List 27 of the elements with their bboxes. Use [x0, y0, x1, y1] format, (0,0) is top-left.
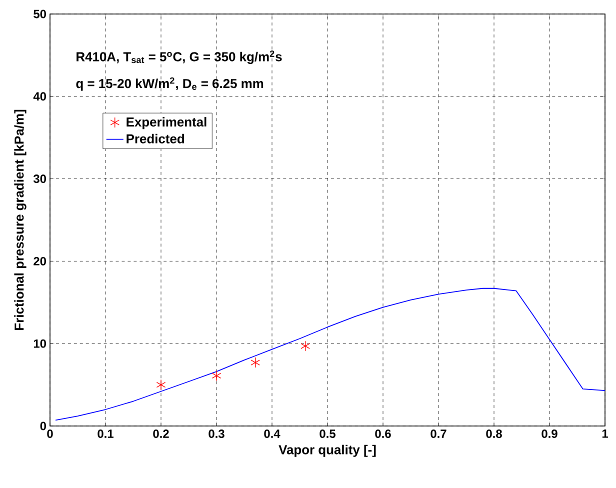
point [156, 379, 166, 390]
annotation: q = 15-20 kW/m$^{2}$, D$_{e}$ = 6.25 mm [76, 77, 264, 91]
x-tick-label: 0.7 [430, 430, 446, 438]
x-tick-label: 0.9 [542, 430, 558, 438]
x-tick-label: 0.1 [98, 430, 114, 438]
x-tick-label: 1 [602, 430, 608, 438]
y-tick-label: 0 [40, 422, 46, 430]
x-tick-label: 0.4 [264, 430, 280, 438]
y-tick-label: 50 [34, 10, 46, 18]
legend-label: Experimental [126, 117, 206, 130]
point [300, 340, 310, 352]
point [250, 357, 260, 368]
y-tick-label: 20 [34, 256, 46, 266]
x-tick-label: 0.3 [208, 430, 224, 438]
legend-label: Predicted [126, 134, 184, 144]
y-tick-label: 40 [33, 92, 46, 101]
x-tick-label: 0 [47, 430, 53, 438]
x-tick-label: 0.2 [153, 430, 169, 438]
x-axis-title: Vapor quality [-] [278, 444, 376, 457]
y-tick-label: 30 [33, 174, 46, 184]
annotation: R410A, T$_{sat}$ = 5$^{o}$C, G = 350 kg/m$^{2}$s [76, 50, 282, 64]
x-tick-label: 0.5 [320, 430, 336, 438]
y-axis-title: Frictional pressure gradient [kPa/m] [14, 110, 26, 330]
x-tick-label: 0.6 [375, 430, 391, 438]
y-tick-label: 10 [34, 339, 46, 348]
point [212, 370, 222, 382]
x-tick-label: 0.8 [486, 430, 502, 438]
